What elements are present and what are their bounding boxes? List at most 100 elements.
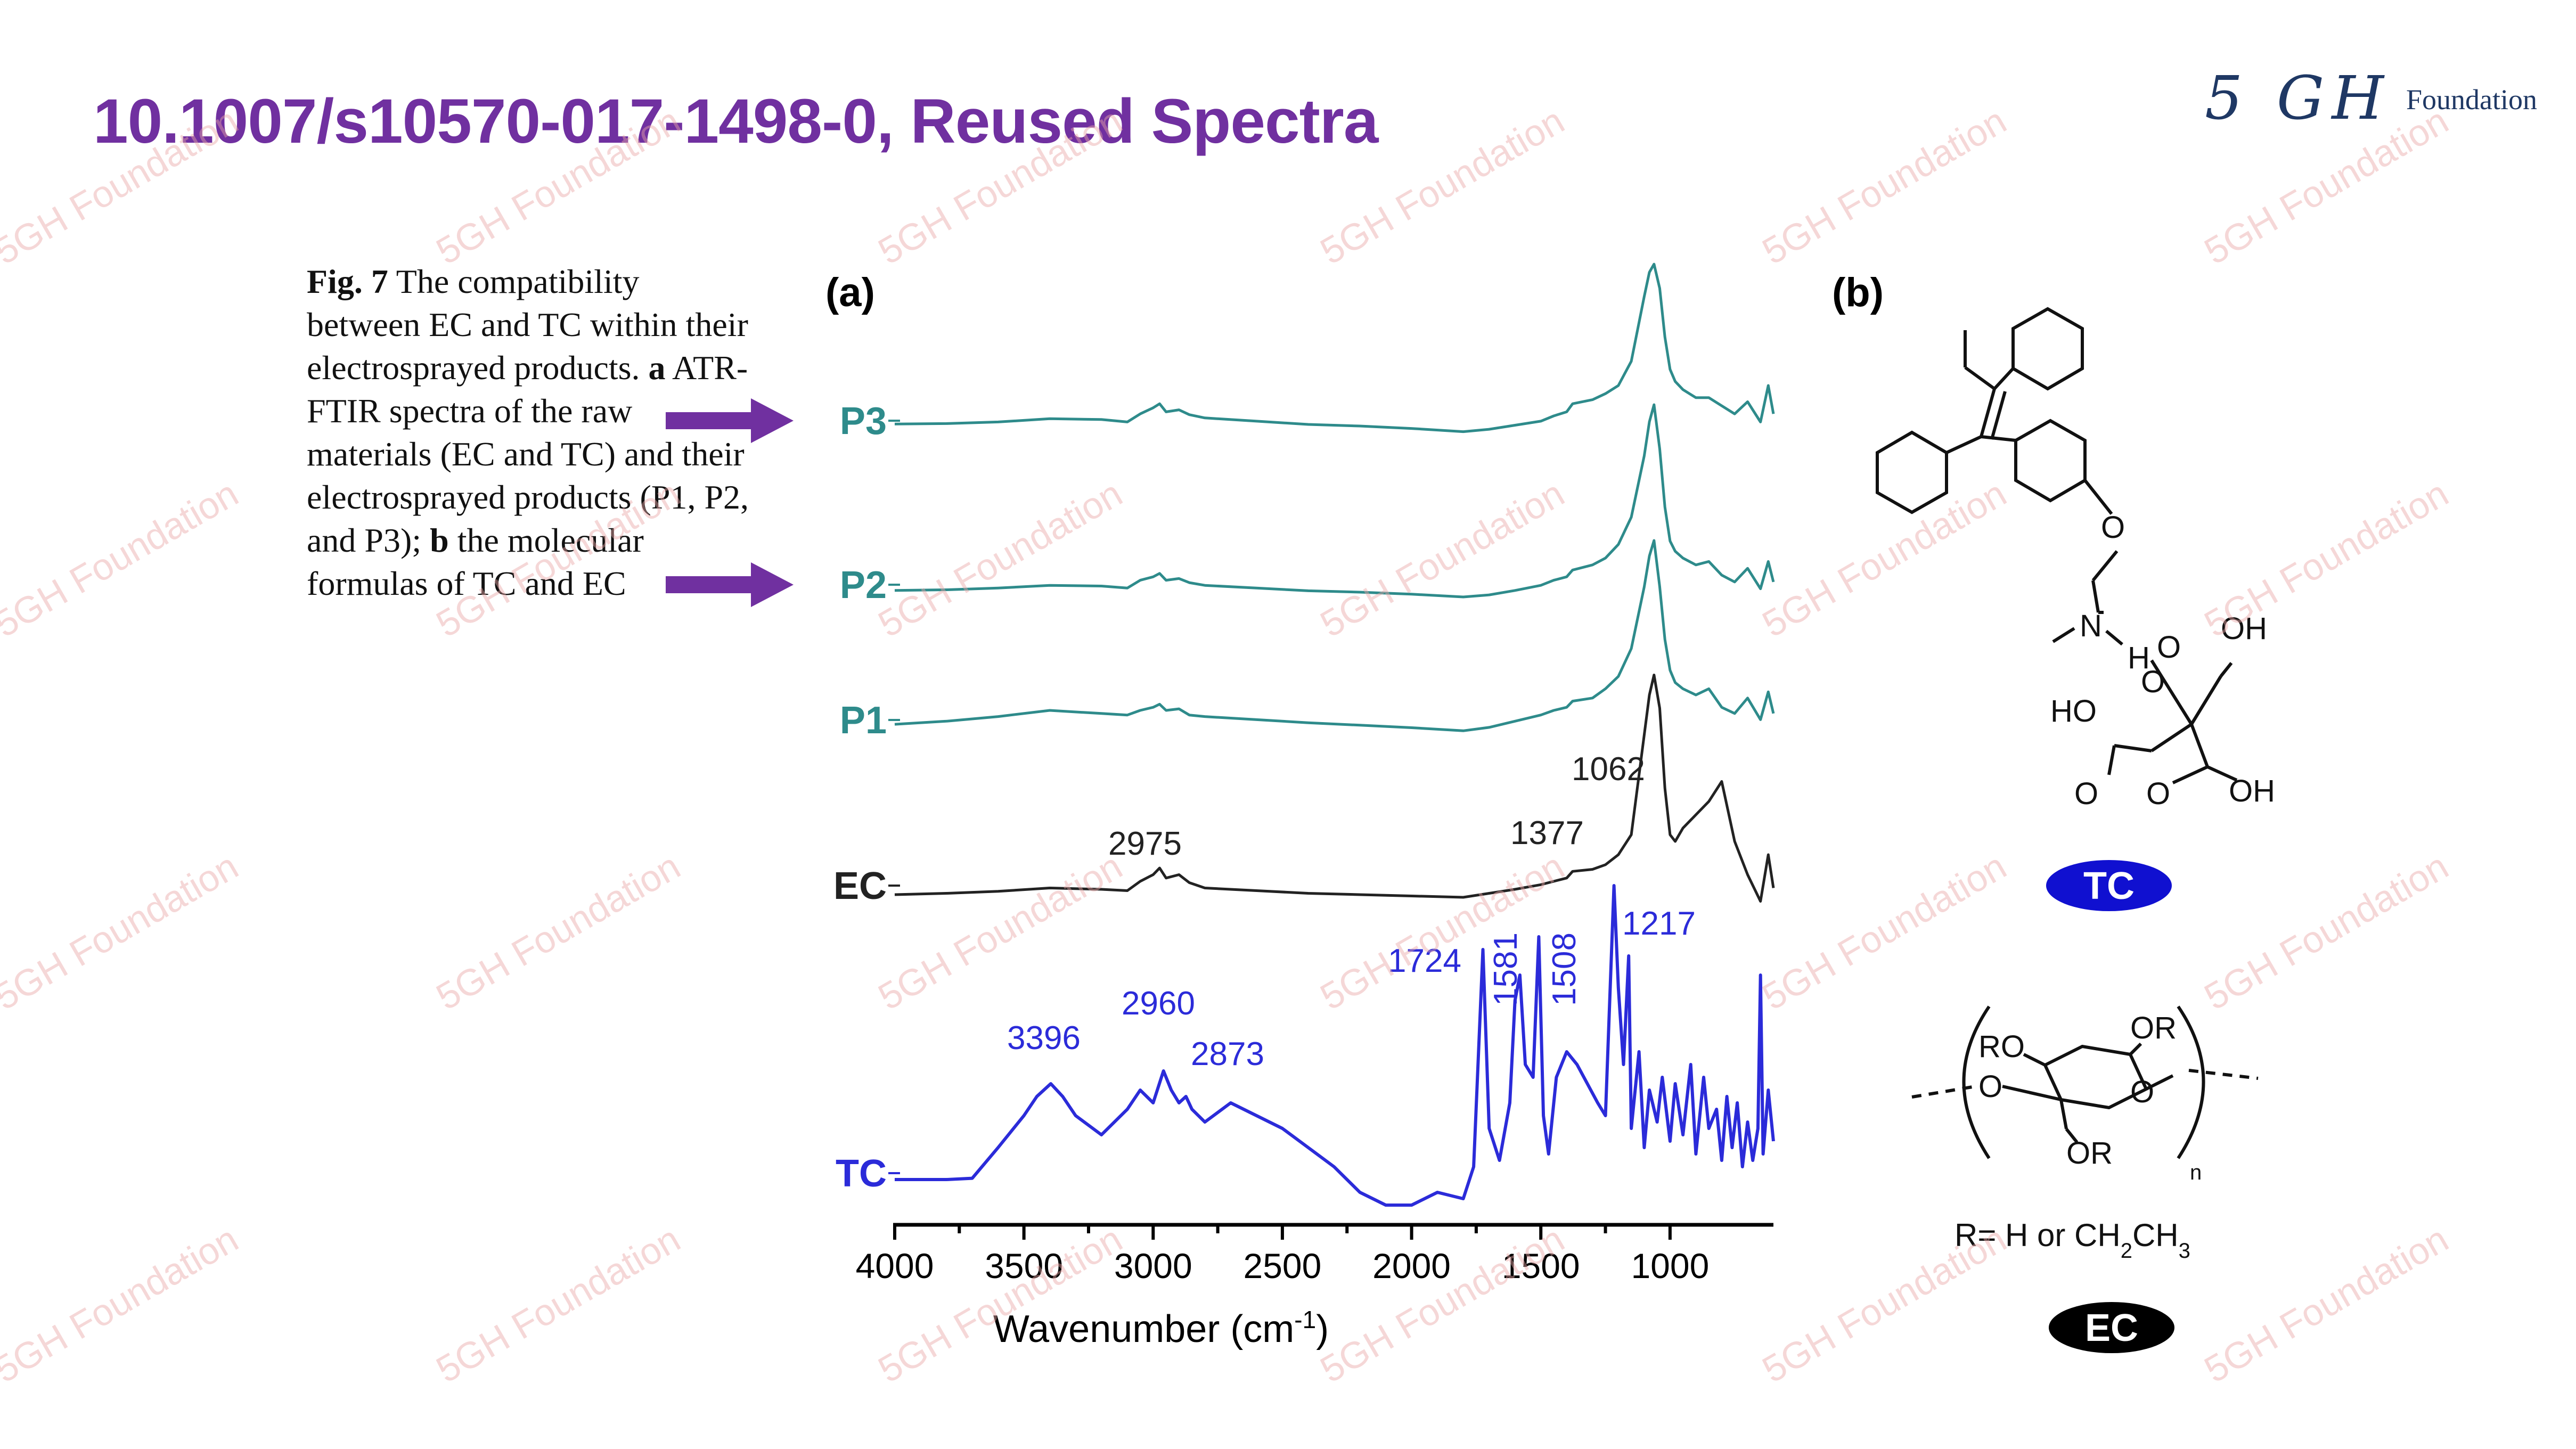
tc-citrate: [2206, 765, 2238, 782]
x-tick-label-3000: 3000: [1114, 1246, 1192, 1286]
tc-atom-oh-bottom: OH: [2229, 774, 2275, 808]
tc-atom-labels: O N H O OH O HO O O OH: [2050, 510, 2275, 811]
series-label-p2: P2: [840, 564, 887, 607]
series-line-p2: [894, 403, 1775, 599]
tc-bond: [1981, 435, 2016, 442]
x-tick-label-1500: 1500: [1502, 1246, 1580, 1286]
tc-citrate: [2150, 723, 2193, 752]
ec-badge-label: EC: [2085, 1307, 2138, 1349]
x-tick-label-3500: 3500: [985, 1246, 1063, 1286]
ec-atom-ro: RO: [1978, 1029, 2025, 1064]
tc-benzene-top-ring: [2011, 307, 2084, 391]
tc-citrate: [2172, 765, 2209, 784]
peak-annotation-1581: 1581: [1487, 932, 1524, 1006]
ec-r-def-sub2: 3: [2179, 1239, 2190, 1263]
ec-atom-labels: RO OR O O OR n: [1978, 1011, 2202, 1184]
tc-citrate: [2190, 675, 2222, 725]
series-label-tc: TC: [836, 1152, 887, 1195]
caption-bold-a: a: [648, 349, 666, 387]
logo-mark: 5 GH: [2205, 64, 2391, 133]
caption-text-3: the molecular formulas of TC and EC: [307, 521, 644, 602]
x-axis-label-sup: -1: [1294, 1306, 1316, 1333]
peak-annotation-1377: 1377: [1510, 815, 1584, 852]
peak-annotation-group: 2975 1377 1062 3396 2960 2873 1724 1581 1508 1217: [1007, 751, 1696, 1073]
ec-structure: [1911, 1005, 2259, 1159]
ec-r-def-mid: CH: [2132, 1217, 2179, 1253]
caption-bold-b: b: [430, 521, 449, 559]
ftir-chart: (a) P3 P2 P1 EC TC 2975 1377 1062 3396 2960 2873 1…: [825, 263, 1775, 1350]
arrow-p2-shape: [666, 562, 794, 607]
foundation-logo: 5 GH Foundation: [2205, 64, 2537, 133]
caption-text-1: The compatibility between EC and TC with…: [307, 263, 748, 387]
panel-a-label: (a): [825, 270, 875, 315]
x-tick-group: 4000 3500 3000 2500 2000 1500 1000: [856, 1225, 1709, 1286]
tc-citrate: [2107, 745, 2116, 775]
ec-atom-or-top: OR: [2130, 1011, 2177, 1045]
logo-word: Foundation: [2406, 84, 2538, 116]
x-axis-label: Wavenumber (cm-1): [993, 1306, 1329, 1350]
tc-citrate: [2190, 723, 2209, 768]
panel-b-label: (b): [1832, 270, 1884, 315]
tc-atom-h: H: [2128, 641, 2150, 675]
tc-bond: [2083, 479, 2113, 515]
tc-citrate: [2150, 659, 2193, 725]
ec-bond: [2059, 1099, 2068, 1129]
tc-chain: [2091, 580, 2100, 613]
series-group: [894, 263, 1775, 1207]
tc-atom-o-carbonyl-top: O: [2157, 630, 2181, 665]
tc-badge: [2046, 860, 2172, 911]
tc-bond: [1945, 435, 1982, 454]
peak-annotation-3396: 3396: [1007, 1020, 1081, 1057]
ec-bond: [2023, 1053, 2046, 1067]
ec-bond: [2129, 1042, 2142, 1056]
structures-panel: (b): [1832, 270, 2275, 1353]
x-tick-label-2000: 2000: [1372, 1246, 1451, 1286]
tc-atom-oh-top: OH: [2221, 611, 2267, 646]
highlight-arrow-p2: [666, 562, 794, 607]
peak-annotation-1508: 1508: [1546, 932, 1583, 1006]
ec-link-dash-left: [1911, 1085, 1976, 1099]
ec-bond: [2145, 1074, 2174, 1091]
caption-text-2: ATR-FTIR spectra of the raw materials (E…: [307, 349, 749, 559]
tc-structure: [1876, 307, 2238, 784]
tc-atom-o-carbonyl-right: O: [2146, 776, 2170, 811]
ec-r-def-main: R= H or CH: [1955, 1217, 2121, 1253]
peak-annotation-2960: 2960: [1122, 985, 1195, 1022]
series-label-p1: P1: [840, 699, 887, 742]
tc-double-bond-a: [1980, 388, 1996, 437]
ec-atom-o-link: O: [1978, 1069, 2002, 1104]
series-label-group: P3 P2 P1 EC TC: [833, 400, 900, 1195]
tc-bond: [1964, 366, 1996, 390]
series-label-p3: P3: [840, 400, 887, 443]
series-label-ec: EC: [833, 865, 887, 907]
x-tick-label-2500: 2500: [1244, 1246, 1322, 1286]
peak-annotation-1062: 1062: [1572, 751, 1645, 788]
x-tick-label-1000: 1000: [1631, 1246, 1709, 1286]
peak-annotation-1724: 1724: [1388, 943, 1461, 979]
tc-atom-o-hydroxy: O: [2141, 665, 2165, 699]
tc-citrate: [2114, 744, 2152, 752]
tc-atom-o-carbonyl-left: O: [2074, 776, 2098, 811]
caption-fig-label: Fig. 7: [307, 263, 388, 300]
ec-bracket-left: [1962, 1005, 1991, 1159]
slide-title: 10.1007/s10570-017-1498-0, Reused Spectr…: [93, 86, 1378, 157]
series-line-ec: [894, 674, 1775, 903]
x-tick-label-4000: 4000: [856, 1246, 934, 1286]
peak-annotation-1217: 1217: [1622, 905, 1696, 942]
tc-atom-n: N: [2080, 609, 2102, 643]
ec-link-dash-right: [2188, 1069, 2259, 1080]
tc-atom-ho: HO: [2050, 694, 2097, 728]
ec-bond: [2002, 1085, 2062, 1101]
x-axis-label-close: ): [1316, 1308, 1329, 1350]
tc-atom-o-ether: O: [2101, 510, 2125, 545]
peak-annotation-2873: 2873: [1191, 1036, 1264, 1073]
ec-atom-o-ring: O: [2130, 1075, 2154, 1109]
highlight-arrow-p3: [666, 398, 794, 443]
ec-bond: [2065, 1128, 2079, 1143]
ec-r-definition: R= H or CH2CH3: [1955, 1217, 2190, 1263]
series-line-p3: [894, 263, 1775, 433]
ec-bracket-right: [2177, 1005, 2205, 1159]
tc-benzene-right-ring: [2014, 419, 2087, 503]
ec-r-def-sub1: 2: [2121, 1239, 2132, 1263]
